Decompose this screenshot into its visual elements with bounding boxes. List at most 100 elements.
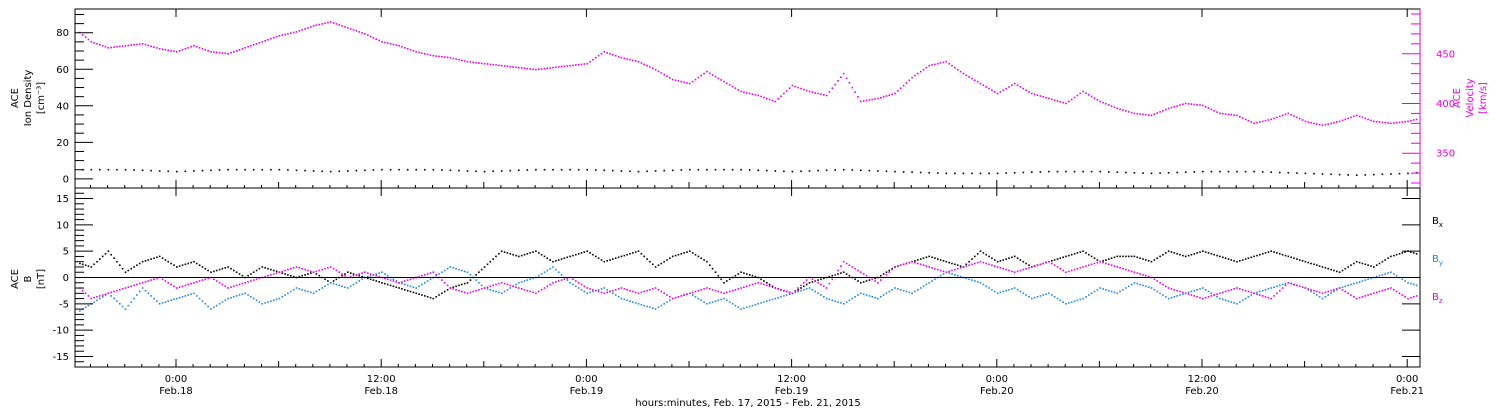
series-velocity-point bbox=[347, 27, 349, 29]
series-by-point bbox=[1016, 289, 1019, 291]
series-bx-point bbox=[486, 263, 489, 266]
series-bx-point bbox=[181, 264, 184, 266]
series-by-point bbox=[575, 285, 577, 288]
series-velocity-point bbox=[934, 63, 936, 66]
series-bz-point bbox=[1156, 280, 1158, 282]
series-velocity-point bbox=[1270, 118, 1272, 121]
series-velocity-point bbox=[1147, 114, 1150, 116]
series-velocity-point bbox=[1133, 112, 1136, 115]
series-bx-point bbox=[1347, 266, 1349, 268]
series-by-point bbox=[985, 285, 987, 288]
series-bx-point bbox=[267, 267, 269, 270]
series-velocity-point bbox=[840, 76, 842, 79]
series-bz-point bbox=[1219, 292, 1221, 295]
series-ion-density-point bbox=[218, 169, 221, 171]
series-bz-point bbox=[1079, 267, 1082, 269]
series-bz-point bbox=[632, 290, 634, 293]
series-by-point bbox=[1116, 292, 1119, 295]
series-bx-point bbox=[1159, 255, 1161, 258]
series-bz-point bbox=[304, 268, 306, 271]
series-by-point bbox=[1093, 290, 1096, 293]
series-by-point bbox=[823, 296, 825, 298]
series-velocity-point bbox=[461, 59, 463, 62]
series-by-point bbox=[783, 295, 785, 297]
series-ion-density-point bbox=[1039, 171, 1042, 173]
series-bz-point bbox=[557, 280, 560, 282]
series-bz-point bbox=[526, 289, 529, 292]
series-bz-point bbox=[660, 290, 663, 293]
series-bx-point bbox=[956, 264, 959, 266]
series-bz-point bbox=[1296, 284, 1298, 287]
series-bx-point bbox=[193, 260, 195, 263]
series-bx-point bbox=[1165, 252, 1167, 254]
series-bz-point bbox=[820, 283, 822, 286]
series-bx-point bbox=[409, 290, 412, 293]
series-by-point bbox=[438, 273, 440, 275]
xtick-time-label: 0:00 bbox=[1396, 374, 1418, 385]
series-bz-point bbox=[711, 289, 714, 291]
series-bx-point bbox=[443, 290, 446, 293]
series-bx-point bbox=[1088, 253, 1090, 256]
series-by-point bbox=[164, 301, 167, 303]
legend-bz: Bz bbox=[1432, 292, 1443, 305]
bottom-ylabel-line-1: ACE bbox=[10, 269, 21, 289]
series-by-point bbox=[529, 278, 531, 281]
series-bz-point bbox=[723, 292, 725, 295]
series-velocity-point bbox=[797, 86, 799, 89]
series-by-point bbox=[1122, 289, 1124, 291]
series-bx-point bbox=[865, 280, 868, 282]
series-bx-point bbox=[156, 256, 158, 259]
series-bz-point bbox=[1227, 289, 1230, 292]
series-bx-point bbox=[1227, 258, 1230, 260]
series-velocity-point bbox=[443, 56, 446, 58]
series-bz-point bbox=[1116, 266, 1119, 268]
series-bx-point bbox=[754, 275, 757, 278]
series-velocity-point bbox=[233, 51, 235, 53]
series-bz-point bbox=[364, 271, 366, 273]
series-velocity-point bbox=[116, 46, 118, 48]
series-velocity-point bbox=[1090, 95, 1093, 98]
series-bx-point bbox=[489, 260, 492, 263]
series-velocity-point bbox=[384, 41, 386, 44]
series-by-point bbox=[315, 290, 318, 293]
series-bz-point bbox=[1088, 264, 1090, 266]
series-bz-point bbox=[1273, 295, 1275, 297]
series-ion-density-point bbox=[1210, 170, 1213, 173]
series-bz-point bbox=[1401, 294, 1404, 296]
series-velocity-point bbox=[1361, 116, 1364, 119]
series-velocity-point bbox=[1002, 89, 1005, 91]
series-bz-point bbox=[264, 275, 266, 278]
series-ion-density-point bbox=[389, 168, 392, 171]
series-velocity-point bbox=[1033, 93, 1036, 96]
series-bx-point bbox=[210, 271, 212, 273]
series-by-point bbox=[469, 274, 472, 276]
series-by-point bbox=[982, 283, 985, 286]
series-bz-point bbox=[204, 278, 207, 281]
series-bx-point bbox=[1108, 258, 1110, 260]
series-by-point bbox=[1113, 291, 1116, 294]
series-bz-point bbox=[743, 286, 745, 288]
series-bz-point bbox=[398, 282, 400, 284]
series-velocity-point bbox=[948, 62, 950, 65]
series-by-point bbox=[284, 294, 286, 296]
series-by-point bbox=[669, 299, 671, 302]
series-bx-point bbox=[452, 286, 455, 288]
series-by-point bbox=[1090, 292, 1093, 295]
series-velocity-point bbox=[310, 26, 312, 28]
series-by-point bbox=[238, 294, 241, 296]
series-ion-density-point bbox=[723, 168, 725, 171]
series-ion-density-point bbox=[1108, 171, 1110, 173]
series-by-point bbox=[697, 297, 700, 300]
series-bz-point bbox=[1173, 289, 1176, 291]
series-velocity-point bbox=[178, 50, 181, 52]
series-velocity-point bbox=[888, 94, 891, 96]
series-bx-point bbox=[882, 273, 885, 275]
series-bx-point bbox=[1361, 262, 1364, 265]
series-by-point bbox=[133, 297, 135, 300]
series-bz-point bbox=[934, 267, 936, 270]
series-bz-point bbox=[475, 289, 477, 292]
series-ion-density-point bbox=[791, 170, 794, 173]
series-velocity-point bbox=[1184, 102, 1187, 105]
series-velocity-point bbox=[312, 25, 315, 27]
series-bz-point bbox=[917, 262, 919, 265]
